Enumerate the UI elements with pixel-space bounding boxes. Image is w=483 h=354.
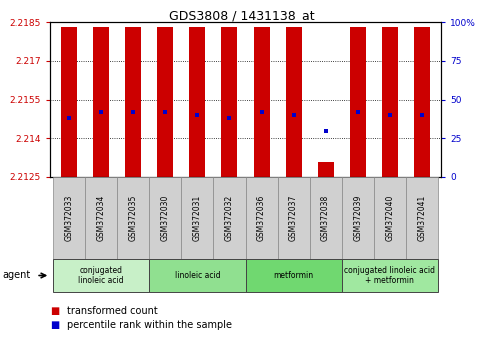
Text: GSM372041: GSM372041 [417,195,426,241]
Bar [254,27,270,177]
Text: GSM372040: GSM372040 [385,195,394,241]
Bar [245,259,341,292]
Text: GSM372038: GSM372038 [321,195,330,241]
Bar [406,177,438,259]
Bar [61,27,77,177]
Text: GDS3808 / 1431138_at: GDS3808 / 1431138_at [169,9,314,22]
Text: conjugated linoleic acid
+ metformin: conjugated linoleic acid + metformin [344,266,435,285]
Text: ■: ■ [50,306,59,315]
Bar [53,259,149,292]
Bar [85,177,117,259]
Text: ■: ■ [50,320,59,330]
Text: GSM372036: GSM372036 [257,195,266,241]
Bar [213,177,245,259]
Bar [341,177,374,259]
Bar [157,27,173,177]
Bar [149,177,182,259]
Text: agent: agent [2,270,30,280]
Bar [149,259,245,292]
Bar [310,177,341,259]
Text: GSM372039: GSM372039 [353,195,362,241]
Text: GSM372031: GSM372031 [193,195,202,241]
Text: GSM372037: GSM372037 [289,195,298,241]
Text: metformin: metformin [273,271,313,280]
Bar [285,27,301,177]
Bar [350,27,366,177]
Bar [182,177,213,259]
Text: percentile rank within the sample: percentile rank within the sample [67,320,232,330]
Bar [93,27,109,177]
Bar [318,161,334,177]
Bar [382,27,398,177]
Bar [414,27,430,177]
Text: conjugated
linoleic acid: conjugated linoleic acid [78,266,124,285]
Bar [125,27,142,177]
Bar [222,27,238,177]
Text: GSM372034: GSM372034 [97,195,106,241]
Bar [117,177,149,259]
Bar [374,177,406,259]
Text: GSM372035: GSM372035 [129,195,138,241]
Bar [53,177,85,259]
Text: GSM372030: GSM372030 [161,195,170,241]
Text: GSM372033: GSM372033 [65,195,74,241]
Bar [278,177,310,259]
Text: GSM372032: GSM372032 [225,195,234,241]
Bar [341,259,438,292]
Text: transformed count: transformed count [67,306,157,315]
Bar [189,27,205,177]
Bar [245,177,278,259]
Text: linoleic acid: linoleic acid [175,271,220,280]
